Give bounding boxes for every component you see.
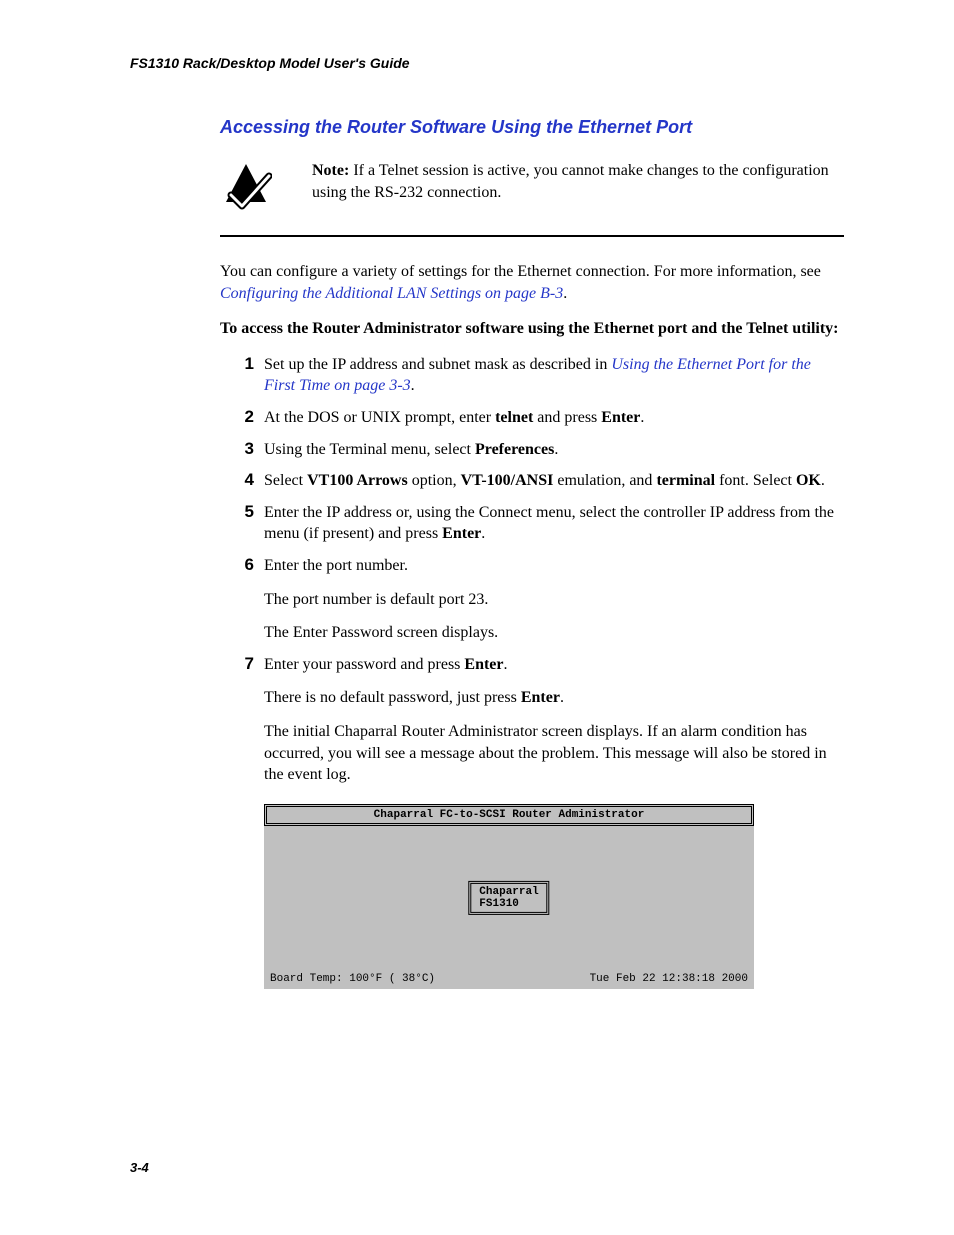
step-bold: Enter <box>521 689 560 706</box>
step-body: At the DOS or UNIX prompt, enter telnet … <box>264 407 844 429</box>
step-number: 3 <box>220 439 264 461</box>
step-bold: terminal <box>656 472 715 489</box>
note-icon <box>220 160 312 219</box>
step-bold: VT100 Arrows <box>307 472 408 489</box>
step-text: Set up the IP address and subnet mask as… <box>264 356 611 373</box>
terminal-screenshot: Chaparral FC-to-SCSI Router Administrato… <box>264 804 754 989</box>
step-bold: Enter <box>464 656 503 673</box>
step-bold: VT-100/ANSI <box>461 472 554 489</box>
step-text: . <box>411 377 415 394</box>
step-item: 4Select VT100 Arrows option, VT-100/ANSI… <box>220 470 844 492</box>
step-bold: telnet <box>495 409 533 426</box>
step-text: emulation, and <box>553 472 656 489</box>
terminal-status-bar: Board Temp: 100°F ( 38°C) Tue Feb 22 12:… <box>264 971 754 989</box>
step-text: Enter your password and press <box>264 656 464 673</box>
section-title: Accessing the Router Software Using the … <box>220 117 844 138</box>
step-item: 5Enter the IP address or, using the Conn… <box>220 502 844 545</box>
terminal-center-box: Chaparral FS1310 <box>468 881 549 915</box>
steps-list: 1Set up the IP address and subnet mask a… <box>220 354 844 786</box>
step-text: font. Select <box>715 472 796 489</box>
step-text: There is no default password, just press <box>264 689 521 706</box>
step-number: 2 <box>220 407 264 429</box>
step-item: 7Enter your password and press Enter.The… <box>220 654 844 786</box>
step-item: 1Set up the IP address and subnet mask a… <box>220 354 844 397</box>
step-text: . <box>554 441 558 458</box>
step-followup: There is no default password, just press… <box>264 687 844 709</box>
step-text: option, <box>408 472 461 489</box>
step-text: . <box>821 472 825 489</box>
step-item: 6Enter the port number. The port number i… <box>220 555 844 644</box>
running-head: FS1310 Rack/Desktop Model User's Guide <box>130 55 844 71</box>
terminal-box-line2: FS1310 <box>479 898 519 910</box>
note-body: If a Telnet session is active, you canno… <box>312 162 829 201</box>
step-followup: The Enter Password screen displays. <box>264 622 844 644</box>
step-text: Using the Terminal menu, select <box>264 441 475 458</box>
step-body: Select VT100 Arrows option, VT-100/ANSI … <box>264 470 844 492</box>
step-bold: Enter <box>601 409 640 426</box>
step-number: 6 <box>220 555 264 644</box>
note-block: Note: If a Telnet session is active, you… <box>220 160 844 219</box>
intro-pre: You can configure a variety of settings … <box>220 263 821 280</box>
step-bold: Enter <box>442 525 481 542</box>
terminal-status-right: Tue Feb 22 12:38:18 2000 <box>590 973 748 985</box>
divider <box>220 235 844 237</box>
step-followup: The port number is default port 23. <box>264 589 844 611</box>
terminal-status-left: Board Temp: 100°F ( 38°C) <box>270 973 435 985</box>
step-text: The initial Chaparral Router Administrat… <box>264 723 827 783</box>
step-text: Select <box>264 472 307 489</box>
intro-post: . <box>563 285 567 302</box>
intro-link[interactable]: Configuring the Additional LAN Settings … <box>220 285 563 302</box>
step-text: and press <box>533 409 601 426</box>
note-label: Note: <box>312 162 349 179</box>
step-bold: OK <box>796 472 821 489</box>
step-text: . <box>481 525 485 542</box>
step-number: 5 <box>220 502 264 545</box>
terminal-box-line1: Chaparral <box>479 886 538 898</box>
step-number: 7 <box>220 654 264 786</box>
terminal-body: Chaparral FS1310 <box>264 826 754 971</box>
step-number: 1 <box>220 354 264 397</box>
step-body: Enter the port number. The port number is… <box>264 555 844 644</box>
step-body: Set up the IP address and subnet mask as… <box>264 354 844 397</box>
page-number: 3-4 <box>130 1160 149 1175</box>
terminal-title: Chaparral FC-to-SCSI Router Administrato… <box>264 804 754 826</box>
step-text: At the DOS or UNIX prompt, enter <box>264 409 495 426</box>
step-followup: The initial Chaparral Router Administrat… <box>264 721 844 786</box>
step-number: 4 <box>220 470 264 492</box>
step-text: . <box>560 689 564 706</box>
step-bold: Preferences <box>475 441 554 458</box>
note-text: Note: If a Telnet session is active, you… <box>312 160 844 203</box>
step-text: . <box>640 409 644 426</box>
lead-paragraph: To access the Router Administrator softw… <box>220 318 844 340</box>
intro-paragraph: You can configure a variety of settings … <box>220 261 844 304</box>
step-body: Enter the IP address or, using the Conne… <box>264 502 844 545</box>
step-item: 3Using the Terminal menu, select Prefere… <box>220 439 844 461</box>
step-body: Using the Terminal menu, select Preferen… <box>264 439 844 461</box>
step-body: Enter your password and press Enter.Ther… <box>264 654 844 786</box>
step-item: 2At the DOS or UNIX prompt, enter telnet… <box>220 407 844 429</box>
step-text: Enter the IP address or, using the Conne… <box>264 504 834 543</box>
step-text: Enter the port number. <box>264 557 408 574</box>
step-text: . <box>504 656 508 673</box>
